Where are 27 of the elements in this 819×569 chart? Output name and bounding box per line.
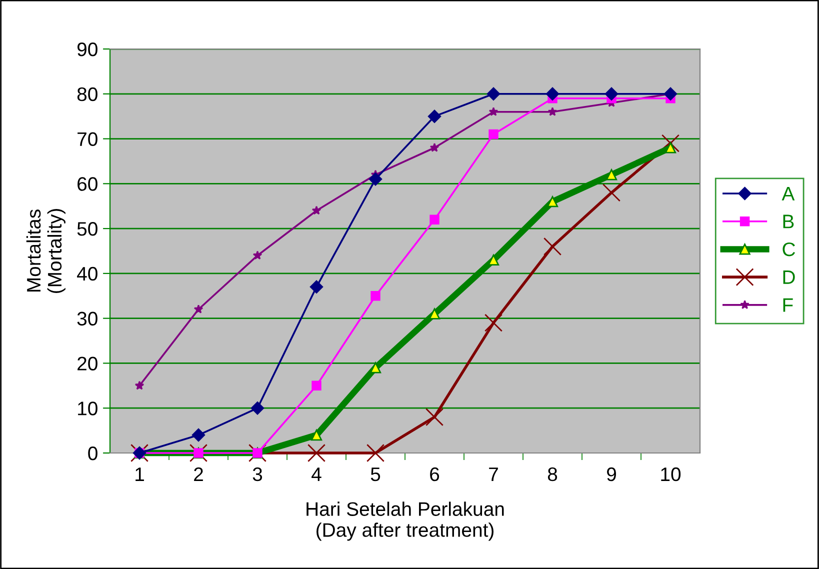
y-tick-label: 50 [77, 222, 98, 236]
x-axis-title: Hari Setelah Perlakuan (Day after treatment) [306, 502, 504, 541]
legend-label: B [783, 214, 794, 228]
y-tick-label: 60 [78, 177, 98, 191]
x-tick-label: 2 [194, 467, 203, 481]
x-tick-label: 9 [607, 467, 616, 482]
y-tick-label: 10 [78, 402, 98, 416]
legend-label: D [783, 270, 795, 284]
x-tick-label: 1 [136, 468, 144, 481]
x-tick-label: 10 [661, 467, 681, 482]
x-tick-label: 8 [548, 467, 558, 482]
x-tick-label: 7 [489, 468, 498, 481]
y-tick-label: 20 [78, 356, 98, 370]
y-tick-label: 40 [77, 266, 98, 281]
x-tick-label: 3 [252, 467, 262, 482]
legend-label: C [782, 242, 796, 256]
x-tick-label: 6 [430, 467, 440, 482]
x-tick-label: 4 [312, 468, 322, 481]
legend-label: F [783, 298, 793, 312]
y-axis-title: Mortalitas (Mortality) [26, 208, 66, 293]
y-tick-label: 0 [88, 446, 98, 460]
y-tick-label: 70 [78, 132, 98, 146]
y-tick-label: 80 [77, 87, 98, 102]
x-tick-label: 5 [370, 468, 380, 482]
y-tick-label: 30 [77, 312, 98, 326]
y-tick-label: 90 [77, 42, 98, 56]
legend-label: A [782, 186, 795, 200]
